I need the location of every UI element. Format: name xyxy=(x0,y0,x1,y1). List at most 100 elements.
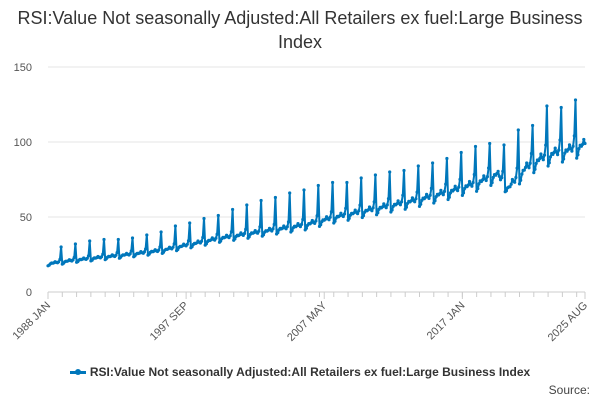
data-point xyxy=(302,188,306,192)
data-point xyxy=(395,202,399,206)
data-point xyxy=(544,143,548,147)
source-label: Source: xyxy=(548,383,590,397)
data-point xyxy=(361,214,366,218)
data-point xyxy=(533,167,537,171)
data-point xyxy=(453,184,457,188)
data-point xyxy=(557,148,561,152)
data-point xyxy=(476,187,480,191)
data-point xyxy=(552,150,556,155)
data-point xyxy=(356,212,360,216)
data-point xyxy=(244,227,248,231)
data-point xyxy=(546,164,550,168)
data-point xyxy=(214,236,218,240)
data-point xyxy=(448,191,453,195)
data-point xyxy=(425,192,429,196)
data-point xyxy=(114,253,118,257)
data-point xyxy=(427,196,431,200)
y-tick-label: 100 xyxy=(14,137,32,149)
data-point xyxy=(376,211,380,215)
data-point xyxy=(488,141,492,146)
data-point xyxy=(338,214,342,218)
x-tick-label: 1988 JAN xyxy=(10,300,53,343)
data-point xyxy=(328,215,332,219)
data-point xyxy=(514,175,518,180)
data-point xyxy=(548,155,553,159)
data-point xyxy=(88,239,92,243)
data-point xyxy=(261,233,266,237)
data-point xyxy=(247,235,251,239)
data-point xyxy=(115,251,119,255)
data-point xyxy=(447,195,451,199)
data-point xyxy=(439,188,443,192)
data-point xyxy=(259,198,263,203)
data-point xyxy=(384,206,388,210)
data-point xyxy=(410,196,414,200)
data-point xyxy=(276,231,280,235)
data-point xyxy=(457,185,461,189)
data-point xyxy=(358,203,362,207)
data-point xyxy=(388,170,392,174)
data-point xyxy=(216,213,220,218)
data-point xyxy=(441,193,445,197)
data-point xyxy=(257,229,261,233)
data-point xyxy=(382,202,386,206)
data-point xyxy=(245,203,249,207)
data-point xyxy=(522,168,526,172)
data-point xyxy=(416,164,420,168)
data-point xyxy=(423,195,427,199)
data-point xyxy=(386,197,391,201)
data-point xyxy=(471,180,475,185)
data-point xyxy=(527,166,531,170)
data-point xyxy=(396,199,400,203)
data-point xyxy=(185,242,189,246)
data-point xyxy=(567,143,572,147)
data-point xyxy=(157,248,161,252)
data-point xyxy=(445,156,449,161)
data-point xyxy=(385,203,389,207)
data-point xyxy=(431,161,435,165)
data-point xyxy=(286,220,291,224)
data-point xyxy=(271,227,275,231)
data-point xyxy=(470,184,474,188)
data-point xyxy=(371,206,375,210)
legend[interactable]: RSI:Value Not seasonally Adjusted:All Re… xyxy=(0,365,600,379)
data-point xyxy=(258,225,262,229)
data-point xyxy=(519,178,523,182)
data-point xyxy=(475,189,479,193)
data-point xyxy=(345,180,349,185)
data-point xyxy=(487,166,491,170)
data-point xyxy=(359,176,363,180)
data-point xyxy=(569,147,573,151)
data-point xyxy=(171,245,175,249)
data-point xyxy=(576,153,580,157)
data-point xyxy=(202,216,206,221)
data-point xyxy=(459,150,463,155)
data-point xyxy=(485,175,489,179)
data-point xyxy=(472,172,476,177)
data-point xyxy=(562,157,566,161)
data-point xyxy=(523,165,528,170)
data-point xyxy=(508,185,512,189)
data-point xyxy=(496,169,500,173)
data-point xyxy=(400,200,404,204)
data-point xyxy=(482,174,486,178)
data-point xyxy=(333,219,337,223)
data-point xyxy=(542,153,547,157)
y-tick-label: 50 xyxy=(20,212,32,224)
data-point xyxy=(401,193,405,197)
y-tick-label: 0 xyxy=(26,287,32,299)
data-point xyxy=(86,254,91,258)
data-point xyxy=(73,242,77,246)
data-point xyxy=(460,193,464,197)
data-point xyxy=(381,205,385,209)
data-point xyxy=(85,256,89,260)
chart-title: RSI:Value Not seasonally Adjusted:All Re… xyxy=(17,8,583,52)
data-point xyxy=(501,169,505,173)
legend-line-marker-icon xyxy=(69,369,86,376)
data-point xyxy=(402,168,406,173)
data-point xyxy=(559,105,563,110)
data-point xyxy=(429,186,433,190)
data-point xyxy=(144,247,148,251)
data-point xyxy=(372,200,376,204)
